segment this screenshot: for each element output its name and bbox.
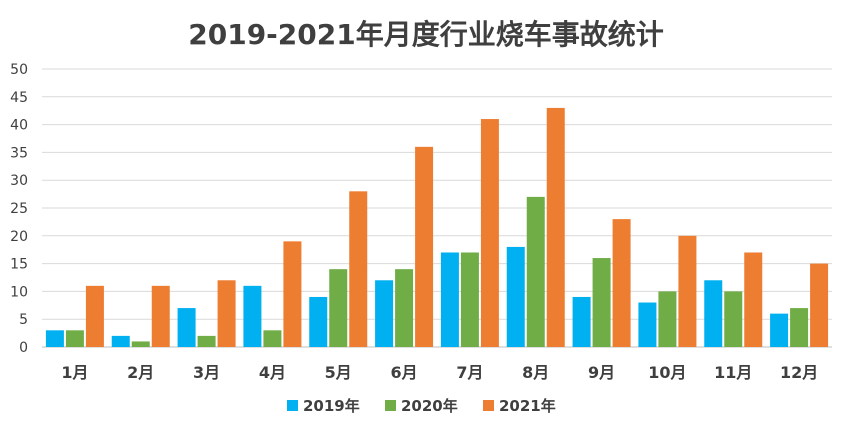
bar-2020年-3月 <box>197 335 216 347</box>
bar-2020年-6月 <box>395 269 414 347</box>
legend-label: 2019年 <box>303 397 360 415</box>
y-tick-label: 50 <box>10 62 28 78</box>
bar-2019年-6月 <box>375 280 394 347</box>
y-tick-label: 30 <box>10 173 28 189</box>
bar-2020年-10月 <box>658 291 677 347</box>
x-category-label: 6月 <box>391 363 418 382</box>
bar-2020年-12月 <box>790 308 809 347</box>
legend-swatch <box>385 400 396 411</box>
bar-2020年-5月 <box>329 269 348 347</box>
x-category-label: 10月 <box>648 363 686 382</box>
bars <box>45 107 829 347</box>
x-category-label: 2月 <box>127 363 154 382</box>
legend-label: 2020年 <box>401 397 458 415</box>
legend-swatch <box>483 400 494 411</box>
y-tick-label: 35 <box>10 145 28 161</box>
bar-2021年-6月 <box>415 146 434 347</box>
x-category-label: 11月 <box>714 363 752 382</box>
chart-title: 2019-2021年月度行业烧车事故统计 <box>188 18 663 51</box>
bar-2021年-11月 <box>744 252 763 347</box>
bar-2021年-7月 <box>480 119 499 347</box>
bar-2021年-2月 <box>151 285 170 347</box>
bar-2019年-10月 <box>638 302 657 347</box>
y-tick-label: 5 <box>19 312 28 328</box>
bar-2019年-7月 <box>440 252 459 347</box>
bar-2021年-8月 <box>546 107 565 347</box>
gridlines <box>42 68 832 348</box>
y-tick-label: 40 <box>10 118 28 134</box>
bar-2020年-9月 <box>592 258 611 347</box>
legend-label: 2021年 <box>499 397 556 415</box>
x-category-label: 9月 <box>588 363 615 382</box>
bar-2019年-9月 <box>572 296 591 347</box>
x-category-label: 5月 <box>325 363 352 382</box>
bar-2019年-4月 <box>243 285 262 347</box>
legend-swatch <box>287 400 298 411</box>
x-category-label: 8月 <box>522 363 549 382</box>
y-tick-label: 10 <box>10 284 28 300</box>
bar-2019年-2月 <box>111 335 130 347</box>
y-tick-label: 20 <box>10 229 28 245</box>
bar-2021年-4月 <box>283 241 302 347</box>
legend: 2019年 2020年 2021年 <box>287 397 556 415</box>
x-axis-categories: 1月 2月 3月 4月 5月 6月 7月 8月 9月 10月 11月 12月 <box>61 363 818 382</box>
y-tick-label: 25 <box>10 201 28 217</box>
x-category-label: 12月 <box>780 363 818 382</box>
bar-2021年-9月 <box>612 219 631 347</box>
x-category-label: 1月 <box>61 363 88 382</box>
bar-2019年-5月 <box>309 296 328 347</box>
bar-2019年-3月 <box>177 308 196 347</box>
bar-2019年-11月 <box>704 280 723 347</box>
x-category-label: 7月 <box>456 363 483 382</box>
bar-2020年-7月 <box>460 252 479 347</box>
x-category-label: 4月 <box>259 363 286 382</box>
bar-2019年-12月 <box>770 313 789 347</box>
bar-2019年-8月 <box>506 246 525 347</box>
y-tick-label: 45 <box>10 90 28 106</box>
y-tick-label: 0 <box>19 340 28 356</box>
bar-2020年-4月 <box>263 330 282 347</box>
bar-2020年-2月 <box>131 341 150 347</box>
bar-2020年-8月 <box>526 196 545 347</box>
bar-2021年-10月 <box>678 235 697 347</box>
bar-2021年-12月 <box>810 263 829 347</box>
y-axis-ticks: 0 5 10 15 20 25 30 35 40 45 50 <box>10 62 28 356</box>
x-category-label: 3月 <box>193 363 220 382</box>
y-tick-label: 15 <box>10 257 28 273</box>
bar-2021年-3月 <box>217 280 236 347</box>
bar-2020年-11月 <box>724 291 743 347</box>
bar-2021年-5月 <box>349 191 368 347</box>
bar-2020年-1月 <box>65 330 84 347</box>
bar-2021年-1月 <box>85 285 104 347</box>
bar-2019年-1月 <box>45 330 64 347</box>
